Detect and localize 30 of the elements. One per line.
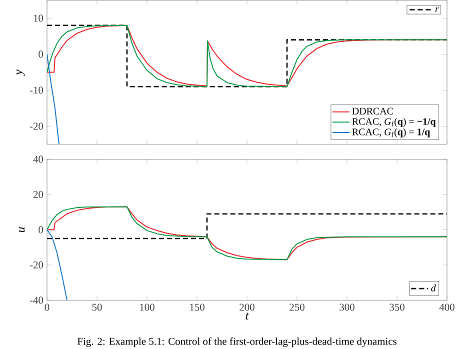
y-tick-label: 20 xyxy=(33,190,44,198)
line-series xyxy=(47,54,60,144)
x-tick-label: 200 xyxy=(240,304,254,311)
y-axis-title: u xyxy=(19,227,25,232)
x-tick-label: 0 xyxy=(44,304,50,311)
caption: Fig. 2: Example 5.1: Control of the first-order-lag-plus-dead-time dynamics xyxy=(77,337,396,347)
x-tick-label: 350 xyxy=(390,304,404,311)
x-tick-label: 400 xyxy=(439,304,454,311)
y-tick-label: 0 xyxy=(38,226,44,234)
y-tick-label: -40 xyxy=(30,296,44,304)
y-tick-label: 0 xyxy=(38,50,44,58)
x-axis-title: t xyxy=(246,312,249,320)
legend-label: d xyxy=(431,284,436,292)
y-tick-label: -10 xyxy=(30,86,44,94)
line-series xyxy=(47,206,448,260)
legend-label: DDRCAC xyxy=(352,108,393,114)
y-tick-label: 10 xyxy=(34,14,44,22)
legend-label: RCAC, G$_{f}$(q) = 1/q xyxy=(352,128,430,138)
line-series xyxy=(47,229,68,300)
y-tick-label: -20 xyxy=(30,261,44,268)
x-tick-label: 250 xyxy=(290,304,304,311)
x-tick-label: 300 xyxy=(340,304,354,311)
x-tick-label: 150 xyxy=(190,304,204,311)
legend-label: r xyxy=(435,7,439,12)
y-tick-label: -20 xyxy=(30,122,44,130)
legend-label: RCAC, G$_{f}$(q) = −1/q xyxy=(352,118,436,127)
y-tick-label: 40 xyxy=(33,156,44,163)
y-axis-title: y xyxy=(16,69,25,76)
x-tick-label: 50 xyxy=(92,304,102,311)
x-tick-label: 100 xyxy=(140,304,154,311)
